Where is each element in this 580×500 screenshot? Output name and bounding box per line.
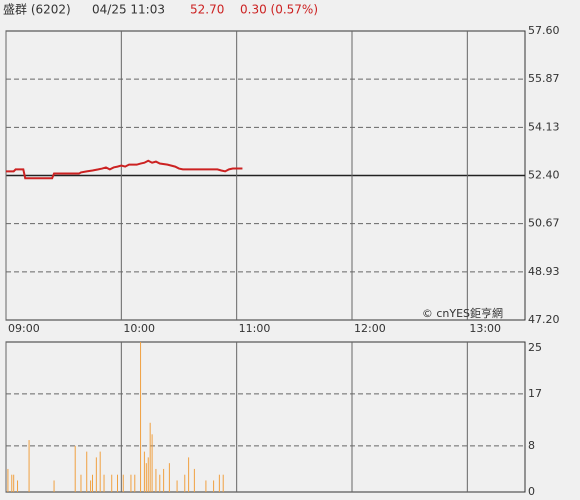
x-tick-label: 09:00 <box>8 322 40 335</box>
volume-frame <box>5 341 526 493</box>
x-tick-label: 12:00 <box>354 322 386 335</box>
x-tick-label: 11:00 <box>239 322 271 335</box>
y-tick-label: 0 <box>528 485 535 498</box>
y-tick-label: 54.13 <box>528 120 560 133</box>
quote-time: 04/25 11:03 <box>92 3 165 17</box>
y-tick-label: 25 <box>528 341 542 354</box>
y-tick-label: 52.40 <box>528 169 560 182</box>
y-tick-label: 47.20 <box>528 313 560 326</box>
y-tick-label: 17 <box>528 387 542 400</box>
x-tick-label: 10:00 <box>123 322 155 335</box>
y-tick-label: 8 <box>528 439 535 452</box>
y-tick-label: 57.60 <box>528 24 560 37</box>
y-tick-label: 55.87 <box>528 72 560 85</box>
y-tick-label: 50.67 <box>528 217 560 230</box>
price-line <box>6 159 243 180</box>
y-tick-label: 48.93 <box>528 265 560 278</box>
credit: © cnYES鉅亨網 <box>422 306 503 320</box>
change: 0.30 (0.57%) <box>240 3 318 17</box>
price: 52.70 <box>190 3 224 17</box>
x-tick-label: 13:00 <box>469 322 501 335</box>
stock-name: 盛群 (6202) <box>3 2 71 17</box>
